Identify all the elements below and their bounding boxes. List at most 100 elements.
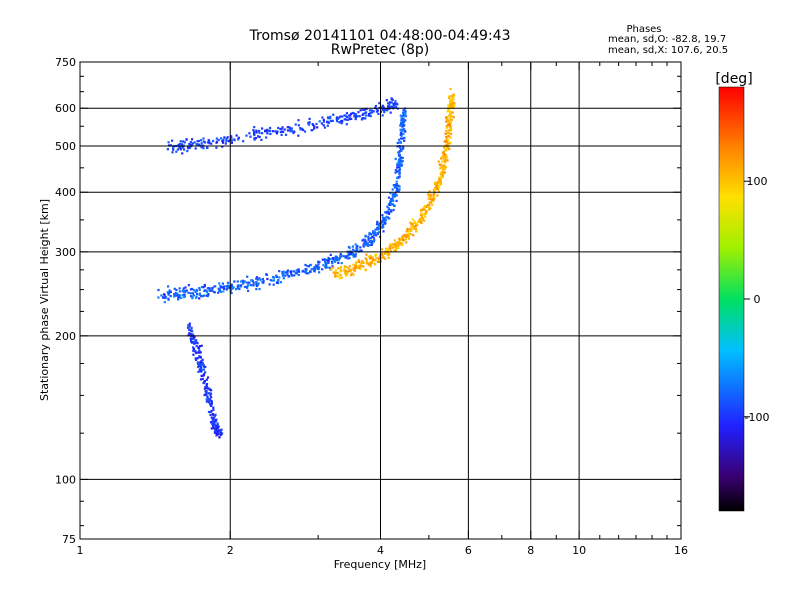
scatter-point — [215, 425, 218, 429]
scatter-point — [329, 258, 332, 261]
scatter-point — [212, 413, 215, 416]
scatter-point — [326, 121, 329, 124]
scatter-point — [400, 137, 403, 140]
scatter-point — [403, 128, 406, 131]
scatter-point — [275, 274, 278, 277]
scatter-point — [353, 269, 356, 272]
scatter-point — [217, 138, 220, 142]
scatter-point — [203, 381, 206, 384]
scatter-point — [449, 98, 452, 101]
scatter-point — [420, 208, 423, 212]
scatter-point — [203, 387, 206, 390]
scatter-point — [352, 248, 355, 251]
scatter-point — [368, 113, 371, 116]
scatter-point — [388, 253, 391, 256]
scatter-point — [194, 147, 197, 150]
scatter-point — [210, 401, 213, 404]
scatter-point — [398, 171, 401, 175]
scatter-point — [269, 129, 272, 133]
scatter-point — [398, 242, 401, 245]
scatter-point — [230, 136, 233, 139]
scatter-point — [409, 221, 412, 224]
scatter-point — [433, 197, 436, 200]
scatter-point — [417, 220, 420, 224]
scatter-point — [212, 419, 215, 422]
scatter-point — [387, 248, 390, 251]
scatter-point — [449, 142, 452, 145]
scatter-point — [215, 418, 218, 421]
scatter-point — [205, 391, 208, 394]
scatter-point — [388, 103, 391, 106]
scatter-point — [359, 249, 362, 252]
scatter-point — [421, 217, 424, 220]
x-tick-label: 1 — [77, 544, 84, 557]
scatter-point — [444, 148, 447, 151]
scatter-point — [243, 285, 247, 288]
scatter-point — [290, 127, 293, 130]
scatter-point — [195, 296, 198, 299]
scatter-point — [368, 233, 371, 236]
scatter-point — [257, 129, 261, 132]
scatter-point — [229, 289, 232, 292]
scatter-point — [344, 256, 347, 259]
scatter-point — [187, 324, 190, 327]
scatter-point — [310, 268, 313, 271]
scatter-point — [181, 152, 184, 155]
scatter-point — [191, 142, 194, 145]
scatter-point — [354, 267, 357, 270]
scatter-point — [248, 132, 251, 135]
scatter-point — [207, 138, 210, 142]
scatter-point — [201, 295, 204, 298]
scatter-point — [216, 430, 219, 433]
scatter-point — [439, 177, 443, 180]
scatter-point — [393, 242, 396, 246]
scatter-point — [249, 135, 252, 138]
scatter-point — [440, 165, 444, 168]
scatter-point — [443, 152, 446, 156]
scatter-point — [359, 246, 362, 249]
scatter-point — [447, 108, 451, 111]
scatter-point — [323, 258, 326, 261]
scatter-point — [405, 241, 408, 244]
scatter-point — [196, 292, 199, 295]
scatter-point — [307, 265, 310, 268]
scatter-point — [334, 274, 337, 277]
scatter-point — [183, 141, 186, 144]
scatter-point — [403, 139, 406, 142]
scatter-point — [377, 257, 381, 260]
scatter-point — [345, 123, 348, 126]
scatter-point — [206, 376, 210, 379]
scatter-point — [402, 122, 405, 125]
scatter-point — [292, 131, 295, 135]
scatter-point — [316, 126, 319, 129]
scatter-point — [208, 289, 211, 292]
scatter-point — [394, 194, 397, 197]
scatter-point — [322, 124, 325, 127]
scatter-point — [163, 301, 166, 304]
scatter-point — [198, 293, 201, 296]
scatter-point — [400, 149, 403, 152]
scatter-point — [369, 265, 372, 268]
scatter-point — [368, 109, 371, 112]
scatter-point — [364, 117, 367, 120]
scatter-point — [427, 194, 430, 197]
scatter-point — [261, 132, 264, 135]
scatter-point — [375, 223, 379, 226]
scatter-point — [197, 362, 200, 365]
scatter-point — [361, 239, 364, 242]
y-axis-label: Stationary phase Virtual Height [km] — [38, 199, 51, 401]
scatter-point — [398, 240, 401, 243]
scatter-point — [401, 137, 404, 140]
scatter-point — [410, 227, 413, 230]
scatter-point — [329, 117, 332, 120]
scatter-point — [200, 295, 203, 298]
scatter-point — [406, 227, 409, 230]
scatter-point — [399, 159, 403, 162]
scatter-point — [306, 264, 309, 268]
scatter-point — [443, 166, 446, 169]
scatter-point — [292, 270, 296, 273]
scatter-point — [237, 138, 240, 141]
scatter-point — [233, 139, 236, 142]
scatter-point — [219, 137, 223, 140]
scatter-point — [323, 126, 326, 129]
